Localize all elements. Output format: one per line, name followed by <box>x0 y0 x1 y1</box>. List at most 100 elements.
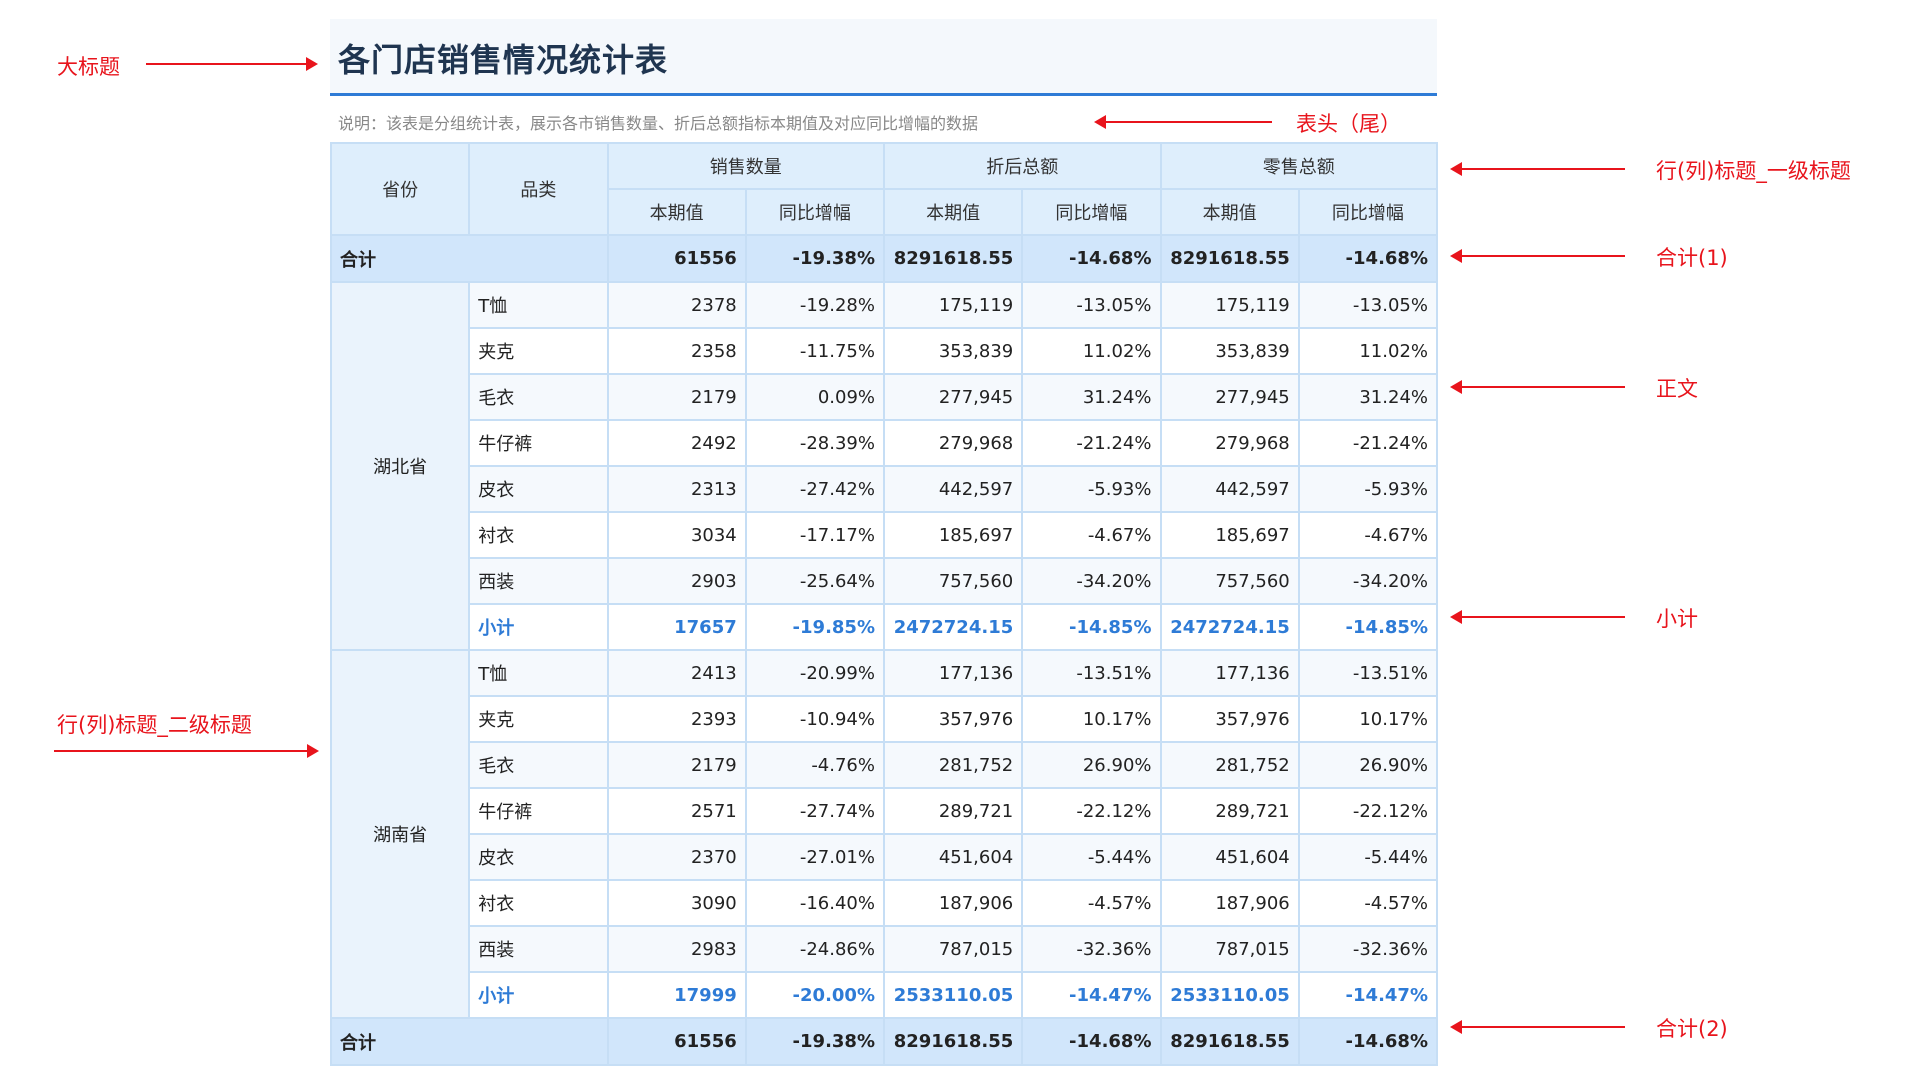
cell-value: 11.02% <box>1297 327 1439 375</box>
subtotal-row: 小计 17657 -19.85% 2472724.15 -14.85% 2472724.1… <box>331 603 1439 651</box>
cell-value: -32.36% <box>1297 925 1439 973</box>
cell-value: -24.86% <box>744 925 886 973</box>
cell-value: 26.90% <box>1021 741 1162 789</box>
cell-value: -20.99% <box>744 649 886 697</box>
category-cell: 西装 <box>468 557 609 605</box>
cell-value: 187,906 <box>1159 879 1300 927</box>
arrow-left-icon <box>1094 115 1272 129</box>
title-bar: 各门店销售情况统计表 <box>330 19 1437 96</box>
cell-value: 279,968 <box>1159 419 1300 467</box>
cell-value: 451,604 <box>882 833 1024 881</box>
cell-value: 2179 <box>606 373 747 421</box>
category-cell: 夹克 <box>468 327 609 375</box>
subtotal-label: 小计 <box>468 603 609 651</box>
cell-value: -10.94% <box>744 695 886 743</box>
cell-value: -19.38% <box>744 234 886 283</box>
category-cell: 衬衣 <box>468 511 609 559</box>
cell-value: 8291618.55 <box>1159 1017 1300 1066</box>
cell-value: -14.85% <box>1021 603 1162 651</box>
cell-value: -5.93% <box>1297 465 1439 513</box>
table-row: 西装 2903 -25.64% 757,560 -34.20% 757,560 -34.20… <box>331 557 1439 605</box>
cell-value: -34.20% <box>1021 557 1162 605</box>
cell-value: -21.24% <box>1021 419 1162 467</box>
sales-table: 省份 品类 销售数量 折后总额 零售总额 本期值 同比增幅 本期值 同比增幅 本期值 同比… <box>329 142 1439 1066</box>
cell-value: 8291618.55 <box>882 234 1024 283</box>
cell-value: 8291618.55 <box>882 1017 1024 1066</box>
cell-value: -34.20% <box>1297 557 1439 605</box>
arrow-left-icon <box>1450 249 1625 263</box>
cell-value: 177,136 <box>882 649 1024 697</box>
cell-value: -28.39% <box>744 419 886 467</box>
table-row: 西装 2983 -24.86% 787,015 -32.36% 787,015 -32.36… <box>331 925 1439 973</box>
arrow-right-icon <box>54 744 319 758</box>
cell-value: -4.57% <box>1297 879 1439 927</box>
arrow-left-icon <box>1450 162 1625 176</box>
cell-value: 8291618.55 <box>1159 234 1300 283</box>
table-row: 夹克 2393 -10.94% 357,976 10.17% 357,976 10.17% <box>331 695 1439 743</box>
cell-value: -11.75% <box>744 327 886 375</box>
cell-value: 289,721 <box>1159 787 1300 835</box>
subtotal-row: 小计 17999 -20.00% 2533110.05 -14.47% 2533110.0… <box>331 971 1439 1019</box>
header-group: 折后总额 <box>883 142 1162 190</box>
annotation-subtotal: 小计 <box>1656 607 1698 631</box>
cell-value: 2313 <box>606 465 747 513</box>
cell-value: -14.68% <box>1297 234 1439 283</box>
cell-value: 442,597 <box>882 465 1024 513</box>
cell-value: 3090 <box>606 879 747 927</box>
cell-value: -19.85% <box>744 603 886 651</box>
category-cell: 皮衣 <box>468 465 609 513</box>
cell-value: 2492 <box>606 419 747 467</box>
total-row: 合计 61556 -19.38% 8291618.55 -14.68% 8291618.5… <box>330 234 1439 283</box>
category-cell: 牛仔裤 <box>468 419 609 467</box>
category-cell: 衬衣 <box>468 879 609 927</box>
cell-value: 31.24% <box>1297 373 1439 421</box>
table-row: 衬衣 3090 -16.40% 187,906 -4.57% 187,906 -4.57% <box>331 879 1439 927</box>
cell-value: 277,945 <box>1159 373 1300 421</box>
cell-value: -27.42% <box>744 465 886 513</box>
cell-value: 3034 <box>606 511 747 559</box>
cell-value: -4.57% <box>1021 879 1162 927</box>
category-cell: 西装 <box>468 925 609 973</box>
header-category: 品类 <box>468 142 609 236</box>
cell-value: 31.24% <box>1021 373 1162 421</box>
cell-value: 2903 <box>606 557 747 605</box>
cell-value: -20.00% <box>744 971 886 1019</box>
header-sub: 同比增幅 <box>1021 188 1162 236</box>
cell-value: -5.93% <box>1021 465 1162 513</box>
cell-value: 442,597 <box>1159 465 1300 513</box>
cell-value: 2983 <box>606 925 747 973</box>
page-title: 各门店销售情况统计表 <box>338 41 669 79</box>
cell-value: 175,119 <box>882 281 1024 329</box>
cell-value: 177,136 <box>1159 649 1300 697</box>
cell-value: 187,906 <box>882 879 1024 927</box>
arrow-right-icon <box>146 57 318 71</box>
arrow-left-icon <box>1450 610 1625 624</box>
cell-value: -5.44% <box>1021 833 1162 881</box>
cell-value: 757,560 <box>1159 557 1300 605</box>
cell-value: 61556 <box>606 234 747 283</box>
total-label: 合计 <box>330 234 609 283</box>
annotation-total2: 合计(2) <box>1656 1017 1728 1041</box>
table-row: 毛衣 2179 0.09% 277,945 31.24% 277,945 31.24% <box>331 373 1439 421</box>
cell-value: 0.09% <box>744 373 886 421</box>
cell-value: -14.68% <box>1297 1017 1439 1066</box>
annotation-level2: 行(列)标题_二级标题 <box>57 713 252 737</box>
cell-value: -14.85% <box>1297 603 1439 651</box>
annotation-body: 正文 <box>1656 377 1698 401</box>
table-row: 衬衣 3034 -17.17% 185,697 -4.67% 185,697 -4.67% <box>331 511 1439 559</box>
cell-value: 2393 <box>606 695 747 743</box>
header-province: 省份 <box>329 142 471 236</box>
cell-value: 281,752 <box>1159 741 1300 789</box>
cell-value: 2370 <box>606 833 747 881</box>
cell-value: 279,968 <box>882 419 1024 467</box>
annotation-total1: 合计(1) <box>1656 246 1728 270</box>
table-row: 毛衣 2179 -4.76% 281,752 26.90% 281,752 26.90% <box>331 741 1439 789</box>
cell-value: 10.17% <box>1021 695 1162 743</box>
cell-value: 2358 <box>606 327 747 375</box>
cell-value: 787,015 <box>882 925 1024 973</box>
cell-value: -17.17% <box>744 511 886 559</box>
cell-value: 353,839 <box>1159 327 1300 375</box>
cell-value: -27.01% <box>744 833 886 881</box>
cell-value: 17999 <box>606 971 747 1019</box>
header-sub: 同比增幅 <box>744 188 886 236</box>
